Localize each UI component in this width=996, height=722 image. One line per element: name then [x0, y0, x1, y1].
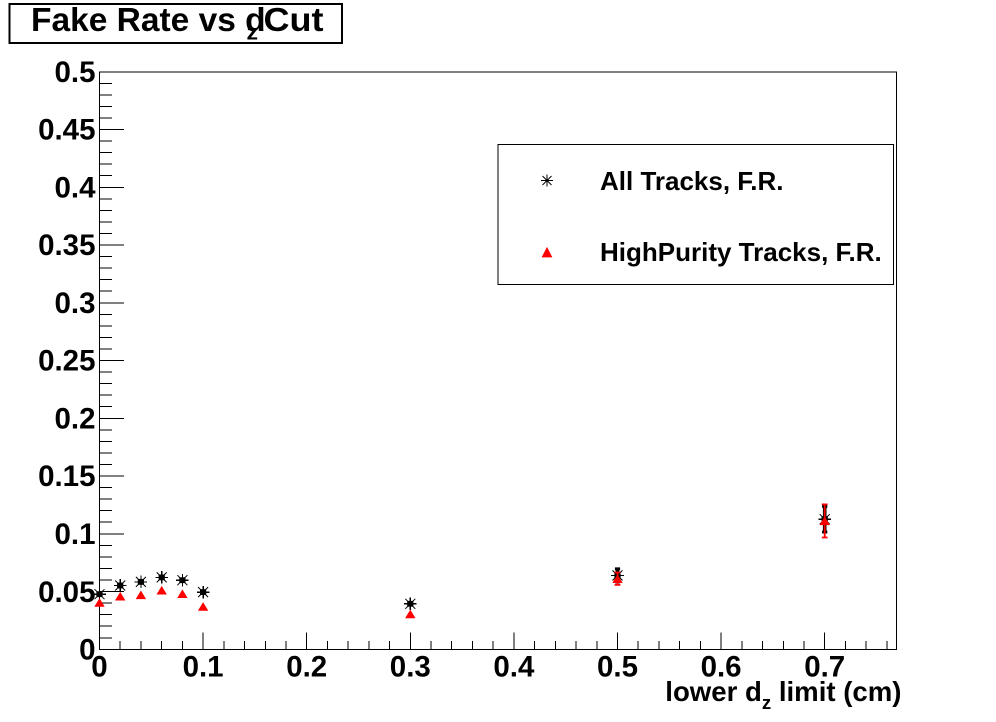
svg-text:0.2: 0.2 [286, 651, 327, 684]
svg-text:0: 0 [79, 634, 95, 667]
svg-text:0.3: 0.3 [54, 287, 95, 320]
svg-text:0.35: 0.35 [38, 229, 95, 262]
svg-text:0: 0 [91, 651, 107, 684]
svg-text:0.15: 0.15 [38, 460, 95, 493]
svg-text:0.1: 0.1 [183, 651, 224, 684]
svg-text:z: z [247, 22, 259, 45]
svg-text:0.2: 0.2 [54, 403, 95, 436]
svg-text:0.1: 0.1 [54, 518, 95, 551]
svg-text:Fake Rate vs d: Fake Rate vs d [31, 2, 266, 39]
svg-text:0.5: 0.5 [597, 651, 638, 684]
svg-text:0.6: 0.6 [701, 651, 742, 684]
svg-text:HighPurity Tracks, F.R.: HighPurity Tracks, F.R. [600, 237, 882, 267]
svg-text:0.45: 0.45 [38, 114, 95, 147]
svg-text:0.3: 0.3 [390, 651, 431, 684]
svg-text:0.25: 0.25 [38, 345, 95, 378]
svg-text:All Tracks, F.R.: All Tracks, F.R. [600, 166, 784, 196]
svg-text:0.4: 0.4 [54, 172, 96, 205]
svg-text:0.7: 0.7 [804, 651, 845, 684]
svg-text:0.5: 0.5 [54, 56, 95, 89]
svg-text:0.4: 0.4 [493, 651, 535, 684]
svg-text:0.05: 0.05 [38, 576, 95, 609]
svg-text:Cut: Cut [264, 2, 324, 39]
svg-text:lower dz limit (cm): lower dz limit (cm) [665, 676, 901, 713]
